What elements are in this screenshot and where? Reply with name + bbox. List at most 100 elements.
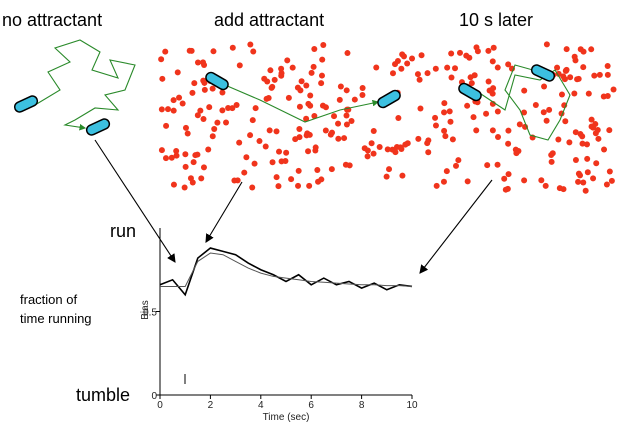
dot [273,128,280,135]
dot [610,86,617,93]
dot [383,173,390,180]
dot [593,160,600,167]
dot [575,75,582,82]
dot [572,129,579,136]
dot [182,124,189,131]
dot [452,65,459,72]
dot [489,58,496,65]
dot [331,113,338,120]
dot [308,69,315,76]
dot [595,135,602,142]
dot [236,62,243,69]
dot [606,127,613,134]
dot [205,146,212,153]
dot [305,100,312,107]
dot [392,149,399,156]
dot [580,64,587,71]
dot [311,112,318,119]
dot [397,144,404,151]
dot [190,159,197,166]
dot [174,69,181,76]
panel-title: no attractant [2,10,102,30]
dot [505,140,512,147]
dot [312,147,319,154]
dot [584,155,591,162]
dot [173,152,180,159]
dot [271,76,278,83]
dot [580,179,587,186]
dot [295,182,302,189]
dot [206,104,213,111]
dot [546,106,553,113]
dot [563,67,570,74]
dot [200,164,207,171]
bacterium [530,64,556,82]
dot [604,63,611,70]
dot [249,184,256,191]
dot [563,46,570,53]
dot [201,86,208,93]
dot [555,70,562,77]
dot [415,135,422,142]
dot [543,41,550,48]
dot [223,119,230,126]
dot [485,47,492,54]
dot [337,83,344,90]
dot [268,84,275,91]
dot [164,106,171,113]
dot [170,97,177,104]
dot [179,100,186,107]
bacterium [205,71,229,91]
dot [236,139,243,146]
dot [314,166,321,173]
y-axis-title: Bias [140,300,151,319]
dot [392,61,399,68]
dot [448,50,455,57]
dot [443,168,450,175]
dot [297,87,304,94]
run-label: run [110,221,136,241]
dot [579,140,586,147]
dot [473,127,480,134]
dot [425,149,432,156]
dot [181,184,188,191]
dot [448,74,455,81]
dot [267,67,274,74]
dot [558,91,565,98]
dot [596,71,603,78]
dot [368,140,375,147]
dot [512,146,519,153]
run-path [34,39,136,131]
dot [229,44,236,51]
dot [447,118,454,125]
dot [336,96,343,103]
axis-note: fraction of [20,292,77,307]
dot [432,122,439,129]
dot [359,92,366,99]
dot [604,93,611,100]
dot [417,105,424,112]
x-tick-label: 0 [157,400,163,411]
dot [343,87,350,94]
dot [490,85,497,92]
y-tick-label: 0 [151,391,157,402]
dot [453,162,460,169]
dot [307,92,314,99]
dot [571,90,578,97]
dot [288,176,295,183]
dot [538,177,545,184]
dot [608,177,615,184]
dot [572,157,579,164]
dot [466,54,473,61]
dot [194,59,201,66]
dot [556,185,563,192]
dot [311,46,318,53]
dot [310,63,317,70]
dot [579,133,586,140]
dot [502,186,509,193]
dot [373,64,380,71]
dot [198,175,205,182]
dot [483,110,490,117]
dot [425,137,432,144]
dot [192,152,199,159]
